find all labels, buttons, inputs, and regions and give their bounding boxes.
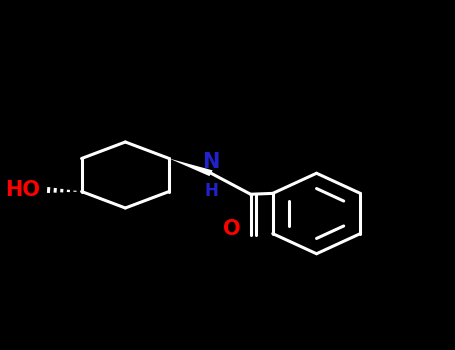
Text: N: N <box>202 152 220 172</box>
Text: HO: HO <box>5 180 40 200</box>
Text: O: O <box>223 219 241 239</box>
Polygon shape <box>169 159 212 176</box>
Text: H: H <box>204 182 218 200</box>
